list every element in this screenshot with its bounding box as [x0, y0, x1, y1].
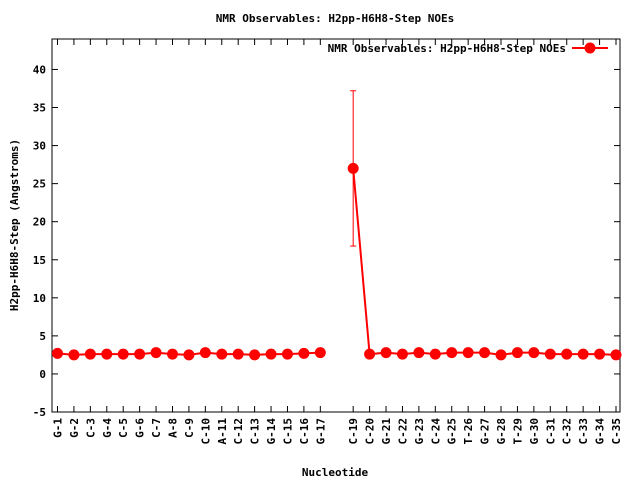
- data-point: [216, 348, 228, 360]
- x-tick-label: G-27: [479, 418, 492, 445]
- data-point: [594, 348, 606, 360]
- data-point: [544, 348, 556, 360]
- y-tick-label: -5: [33, 406, 46, 419]
- x-tick-label: G-14: [265, 418, 278, 445]
- x-tick-label: G-1: [52, 418, 65, 438]
- data-point: [380, 347, 392, 359]
- data-point: [281, 348, 293, 360]
- x-tick-label: G-21: [380, 418, 393, 445]
- x-tick-label: C-12: [232, 418, 245, 445]
- data-point: [364, 348, 376, 360]
- legend: NMR Observables: H2pp-H6H8-Step NOEs: [328, 42, 608, 55]
- data-point: [511, 347, 523, 359]
- data-point: [462, 347, 474, 359]
- x-tick-label: A-11: [216, 418, 229, 445]
- data-point: [314, 347, 326, 359]
- y-tick-label: 35: [33, 102, 46, 115]
- data-point: [577, 348, 589, 360]
- data-point: [199, 347, 211, 359]
- x-tick-label: C-20: [364, 418, 377, 445]
- data-point: [68, 349, 80, 361]
- x-tick-label: C-7: [150, 418, 163, 438]
- data-point: [265, 348, 277, 360]
- legend-marker-sample: [584, 42, 596, 54]
- y-tick-label: 5: [39, 330, 46, 343]
- y-tick-label: 10: [33, 292, 46, 305]
- x-axis-label: Nucleotide: [302, 466, 369, 479]
- x-tick-label: C-15: [281, 418, 294, 445]
- plot-frame: [51, 38, 621, 413]
- x-tick-label: C-33: [577, 418, 590, 445]
- x-tick-label: G-6: [134, 418, 147, 438]
- y-axis-label: H2pp-H6H8-Step (Angstroms): [8, 139, 21, 311]
- data-point: [347, 162, 359, 174]
- x-tick-label: G-4: [101, 418, 114, 438]
- x-tick-label: C-9: [183, 418, 196, 438]
- data-point: [479, 347, 491, 359]
- y-tick-label: 20: [33, 216, 46, 229]
- data-point: [528, 347, 540, 359]
- y-tick-label: 25: [33, 178, 46, 191]
- chart-title: NMR Observables: H2pp-H6H8-Step NOEs: [216, 12, 454, 25]
- x-tick-label: C-5: [117, 418, 130, 438]
- y-tick-label: 40: [33, 63, 46, 76]
- x-tick-label: G-17: [314, 418, 327, 445]
- data-point: [495, 349, 507, 361]
- x-tick-label: G-34: [594, 418, 607, 445]
- x-tick-label: G-23: [413, 418, 426, 445]
- x-tick-label: G-28: [495, 418, 508, 445]
- x-tick-label: T-26: [462, 418, 475, 445]
- data-point: [183, 349, 195, 361]
- data-point: [134, 348, 146, 360]
- x-tick-label: G-2: [68, 418, 81, 438]
- data-point: [84, 348, 96, 360]
- data-point: [413, 347, 425, 359]
- x-tick-label: C-24: [429, 418, 442, 445]
- data-point: [298, 347, 310, 359]
- series-line: [352, 168, 617, 356]
- x-tick-label: C-19: [347, 418, 360, 445]
- x-tick-label: C-3: [84, 418, 97, 438]
- x-tick-label: C-31: [544, 418, 557, 445]
- data-point: [52, 347, 63, 359]
- data-point: [166, 348, 178, 360]
- data-point: [396, 348, 408, 360]
- x-tick-label: C-13: [249, 418, 262, 445]
- data-point: [232, 348, 244, 360]
- x-tick-label: A-8: [166, 418, 179, 438]
- y-tick-label: 0: [39, 368, 46, 381]
- data-point: [150, 347, 162, 359]
- y-tick-label: 30: [33, 140, 46, 153]
- x-tick-label: G-30: [528, 418, 541, 445]
- data-point: [101, 348, 113, 360]
- x-tick-label: C-10: [199, 418, 212, 445]
- x-tick-label: T-29: [511, 418, 524, 445]
- data-point: [429, 348, 441, 360]
- x-tick-label: C-22: [396, 418, 409, 445]
- legend-entry-label: NMR Observables: H2pp-H6H8-Step NOEs: [328, 42, 566, 55]
- data-point: [610, 349, 622, 361]
- x-tick-label: C-16: [298, 418, 311, 445]
- data-point: [117, 348, 129, 360]
- data-point: [249, 349, 261, 361]
- x-tick-label: C-35: [610, 418, 623, 445]
- data-point: [561, 348, 573, 360]
- x-tick-label: C-32: [561, 418, 574, 445]
- y-tick-label: 15: [33, 254, 46, 267]
- data-point: [446, 347, 458, 359]
- x-tick-label: G-25: [446, 418, 459, 445]
